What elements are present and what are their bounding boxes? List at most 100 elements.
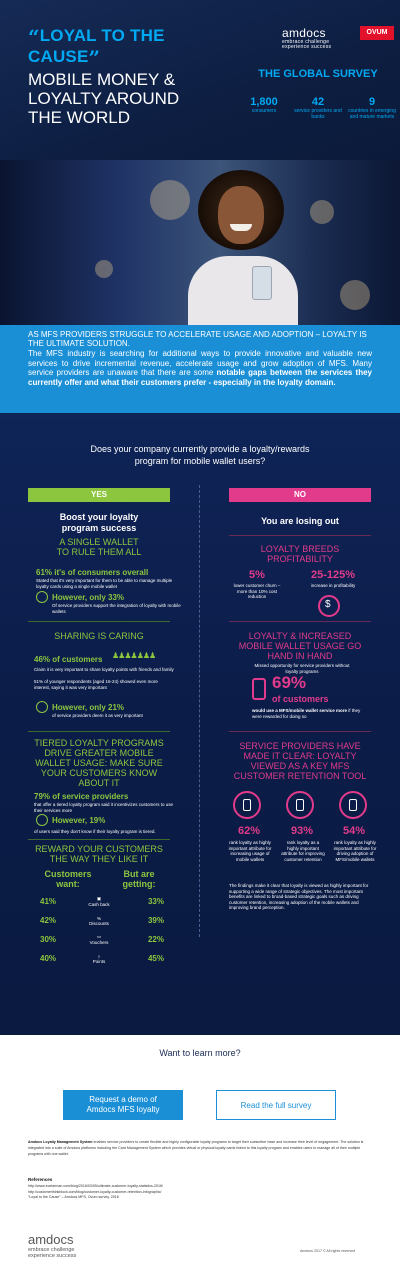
reward-label: Vouchers	[89, 940, 109, 945]
get-value: 33%	[147, 897, 164, 906]
subtitle-1: MOBILE MONEY &	[28, 70, 176, 89]
heading-line: Boost your loyalty	[59, 512, 139, 522]
about-body: enables service providers to create flex…	[28, 1140, 364, 1156]
discount-icon: %	[96, 915, 101, 921]
reward-label: Cash back	[88, 902, 110, 907]
voucher-icon: ▭	[96, 934, 102, 939]
missed-opportunity-text: Missed opportunity for service providers…	[254, 663, 350, 674]
reward-type: ▣ Cash back	[70, 896, 128, 907]
wallet-usage-icon	[233, 791, 261, 819]
stat-93: 93%	[290, 825, 314, 837]
open-quote-icon: “	[28, 25, 40, 49]
separator	[28, 621, 170, 622]
however-33-text: Of service providers support the integra…	[52, 603, 181, 614]
however-19: However, 19%	[52, 816, 106, 825]
stat-5-text: lower customer churn – more than 10% cos…	[233, 583, 281, 599]
hero-title: “LOYAL TO THE CAUSE” MOBILE MONEY & LOYA…	[28, 26, 238, 127]
retention-icon	[286, 791, 314, 819]
findings-text: The findings make it clear that loyalty …	[229, 883, 369, 910]
stat-number: 1,800	[250, 96, 278, 108]
reward-row: 40% ○ Points 45%	[40, 949, 164, 968]
heading-line: Customers	[44, 869, 92, 879]
however-21: However, only 21%	[52, 703, 125, 712]
people-icons: ♟♟♟♟♟♟♟	[112, 651, 156, 660]
separator	[28, 839, 170, 840]
stat-25-125: 25-125%	[310, 569, 356, 581]
separator	[28, 731, 170, 732]
want-value: 40%	[40, 954, 57, 963]
section-title: LOYALTY & INCREASED	[248, 631, 352, 641]
stat-number: 9	[368, 96, 376, 108]
comparison-section: Does your company currently provide a lo…	[0, 413, 400, 1035]
demo-label-line: Amdocs MFS loyalty	[86, 1105, 160, 1114]
stat-62: 62%	[237, 825, 261, 837]
stat-69-text: would use a MFS/mobile wallet service mo…	[252, 708, 362, 719]
title-line-1: “LOYAL TO THE	[28, 26, 238, 47]
phone-shape	[243, 799, 251, 811]
section-title: ABOUT IT	[78, 778, 120, 788]
title-text-2: CAUSE	[28, 47, 89, 66]
stat-5: 5%	[249, 569, 265, 581]
heading-line: But are	[123, 869, 155, 879]
stat-46: 46% of customers	[34, 655, 103, 664]
banner-body-text: The MFS industry is searching for additi…	[28, 349, 372, 377]
section-title: DRIVE GREATER MOBILE	[44, 748, 154, 758]
stat-label: countries in emerging and mature markets	[348, 108, 396, 120]
reference-link[interactable]: http://www.ecelarman.com/blog/2016/03/05…	[28, 1184, 164, 1188]
brand-name: amdocs	[282, 26, 326, 40]
reward-row: 42% % Discounts 39%	[40, 911, 164, 930]
section-title: TO RULE THEM ALL	[56, 547, 142, 557]
learn-more-heading: Want to learn more?	[159, 1048, 241, 1058]
stat-79: 79% of service providers	[34, 792, 129, 801]
single-wallet-title: A SINGLE WALLET TO RULE THEM ALL	[28, 537, 170, 557]
stat-25-125-text: increase in profitability	[310, 583, 356, 588]
sharing-title: SHARING IS CARING	[28, 631, 170, 641]
adoption-icon	[339, 791, 367, 819]
reference-item: "Loyal to the Cause" – Amdocs MFS, Ovum …	[28, 1195, 119, 1199]
mobile-icon	[252, 678, 266, 700]
section-title: TIERED LOYALTY PROGRAMS	[34, 738, 164, 748]
global-survey: THE GLOBAL SURVEY 1,800 consumers 42 ser…	[240, 68, 396, 120]
stat-79-text: that offer a tiered loyalty program said…	[34, 802, 173, 813]
logo-name: amdocs	[28, 1232, 74, 1247]
reward-title: REWARD YOUR CUSTOMERS THE WAY THEY LIKE …	[28, 844, 170, 864]
section-title: VIEWED AS A KEY MFS	[250, 761, 350, 771]
separator	[229, 731, 371, 732]
thumb-icon	[36, 591, 48, 603]
amdocs-logo: amdocs embrace challenge experience succ…	[282, 26, 331, 50]
logo-tagline: embrace challenge	[28, 1247, 75, 1253]
subtitle-2: LOYALTY AROUND	[28, 89, 180, 108]
thumb-icon	[36, 814, 48, 826]
section-title: LOYALTY BREEDS	[260, 544, 340, 554]
bokeh-light	[150, 180, 190, 220]
heading-line: getting:	[122, 879, 156, 889]
read-survey-button[interactable]: Read the full survey	[216, 1090, 336, 1120]
close-quote-icon: ”	[88, 46, 101, 70]
separator	[229, 535, 371, 536]
tiered-title: TIERED LOYALTY PROGRAMS DRIVE GREATER MO…	[28, 738, 170, 788]
stat-93-text: rank loyalty as a highly important attri…	[281, 840, 325, 862]
reward-table: 41% ▣ Cash back 33% 42% % Discounts 39% 30…	[40, 892, 164, 968]
logo-tagline: experience success	[28, 1253, 77, 1259]
question-line-1: Does your company currently provide a lo…	[90, 444, 310, 454]
medal-icon: ○	[97, 953, 101, 959]
title-text-1: LOYAL TO THE	[39, 26, 165, 45]
shirt	[188, 256, 298, 325]
title-line-2: CAUSE”	[28, 47, 238, 68]
brand-tagline-1: embrace challenge	[282, 39, 330, 45]
reward-row: 30% ▭ Vouchers 22%	[40, 930, 164, 949]
subtitle-3: THE WORLD	[28, 108, 130, 127]
column-divider	[199, 485, 200, 937]
section-title: REWARD YOUR CUSTOMERS	[35, 844, 163, 854]
section-title: SHARING IS CARING	[54, 631, 144, 641]
yes-column-heading: Boost your loyalty program success	[28, 512, 170, 534]
request-demo-button[interactable]: Request a demo of Amdocs MFS loyalty	[63, 1090, 183, 1120]
hero-header: “LOYAL TO THE CAUSE” MOBILE MONEY & LOYA…	[0, 0, 400, 160]
dollar-growth-icon: $	[318, 595, 340, 617]
want-value: 41%	[40, 897, 57, 906]
stat-51-text: 51% of younger respondents (aged 16-24) …	[34, 679, 158, 690]
about-bold: Amdocs Loyalty Management System	[28, 1140, 93, 1144]
retention-title: SERVICE PROVIDERS HAVE MADE IT CLEAR: LO…	[229, 741, 371, 781]
stat-providers: 42 service providers and banks	[294, 96, 342, 120]
reference-link[interactable]: http://customerthinkblock.com/blog/custo…	[28, 1189, 162, 1194]
